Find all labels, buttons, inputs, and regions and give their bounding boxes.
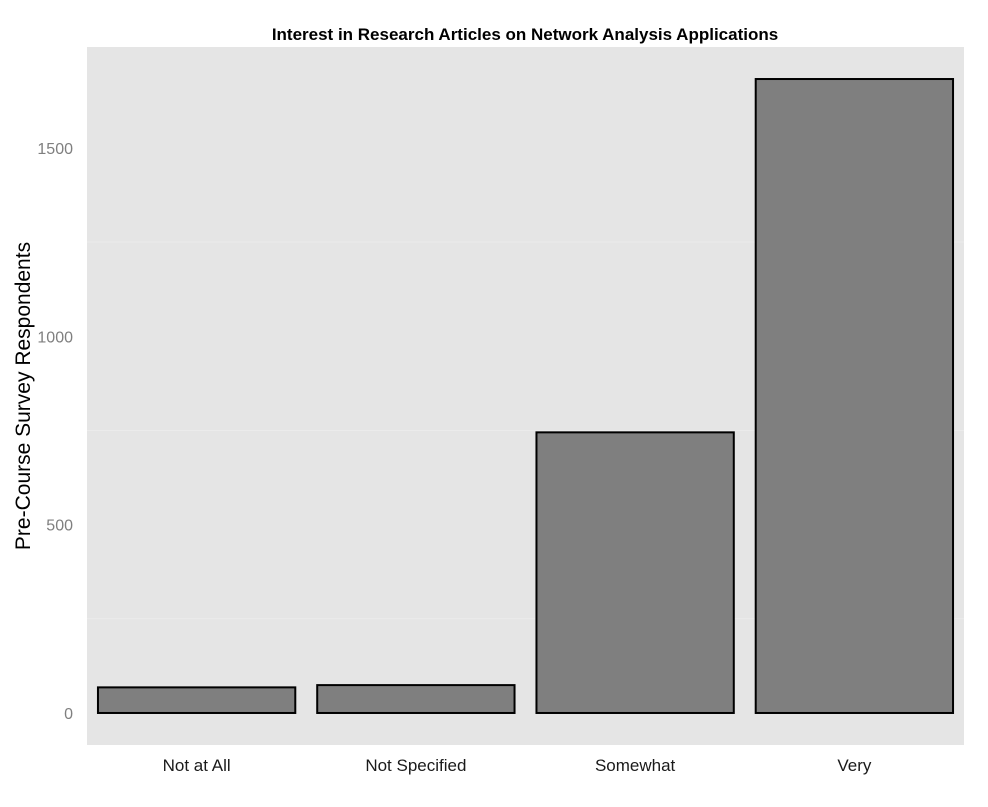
x-tick-label: Not at All xyxy=(163,756,231,775)
y-tick-label: 500 xyxy=(46,518,73,535)
x-tick-label: Somewhat xyxy=(595,756,676,775)
x-tick-label: Not Specified xyxy=(365,756,466,775)
y-axis-label: Pre-Course Survey Respondents xyxy=(12,242,35,550)
y-tick-label: 1000 xyxy=(37,329,73,346)
bar-very xyxy=(754,78,955,714)
y-axis-ticks: 0 500 1000 1500 xyxy=(37,141,73,723)
bar-not-at-all xyxy=(96,686,297,714)
y-tick-label: 1500 xyxy=(37,141,73,158)
bar-not-specified xyxy=(316,684,516,714)
y-tick-label: 0 xyxy=(64,706,73,723)
x-axis-ticks: Not at All Not Specified Somewhat Very xyxy=(163,756,872,775)
bars xyxy=(96,78,955,714)
x-tick-label: Very xyxy=(837,756,872,775)
chart-title: Interest in Research Articles on Network… xyxy=(272,25,778,44)
bar-somewhat xyxy=(535,431,735,714)
